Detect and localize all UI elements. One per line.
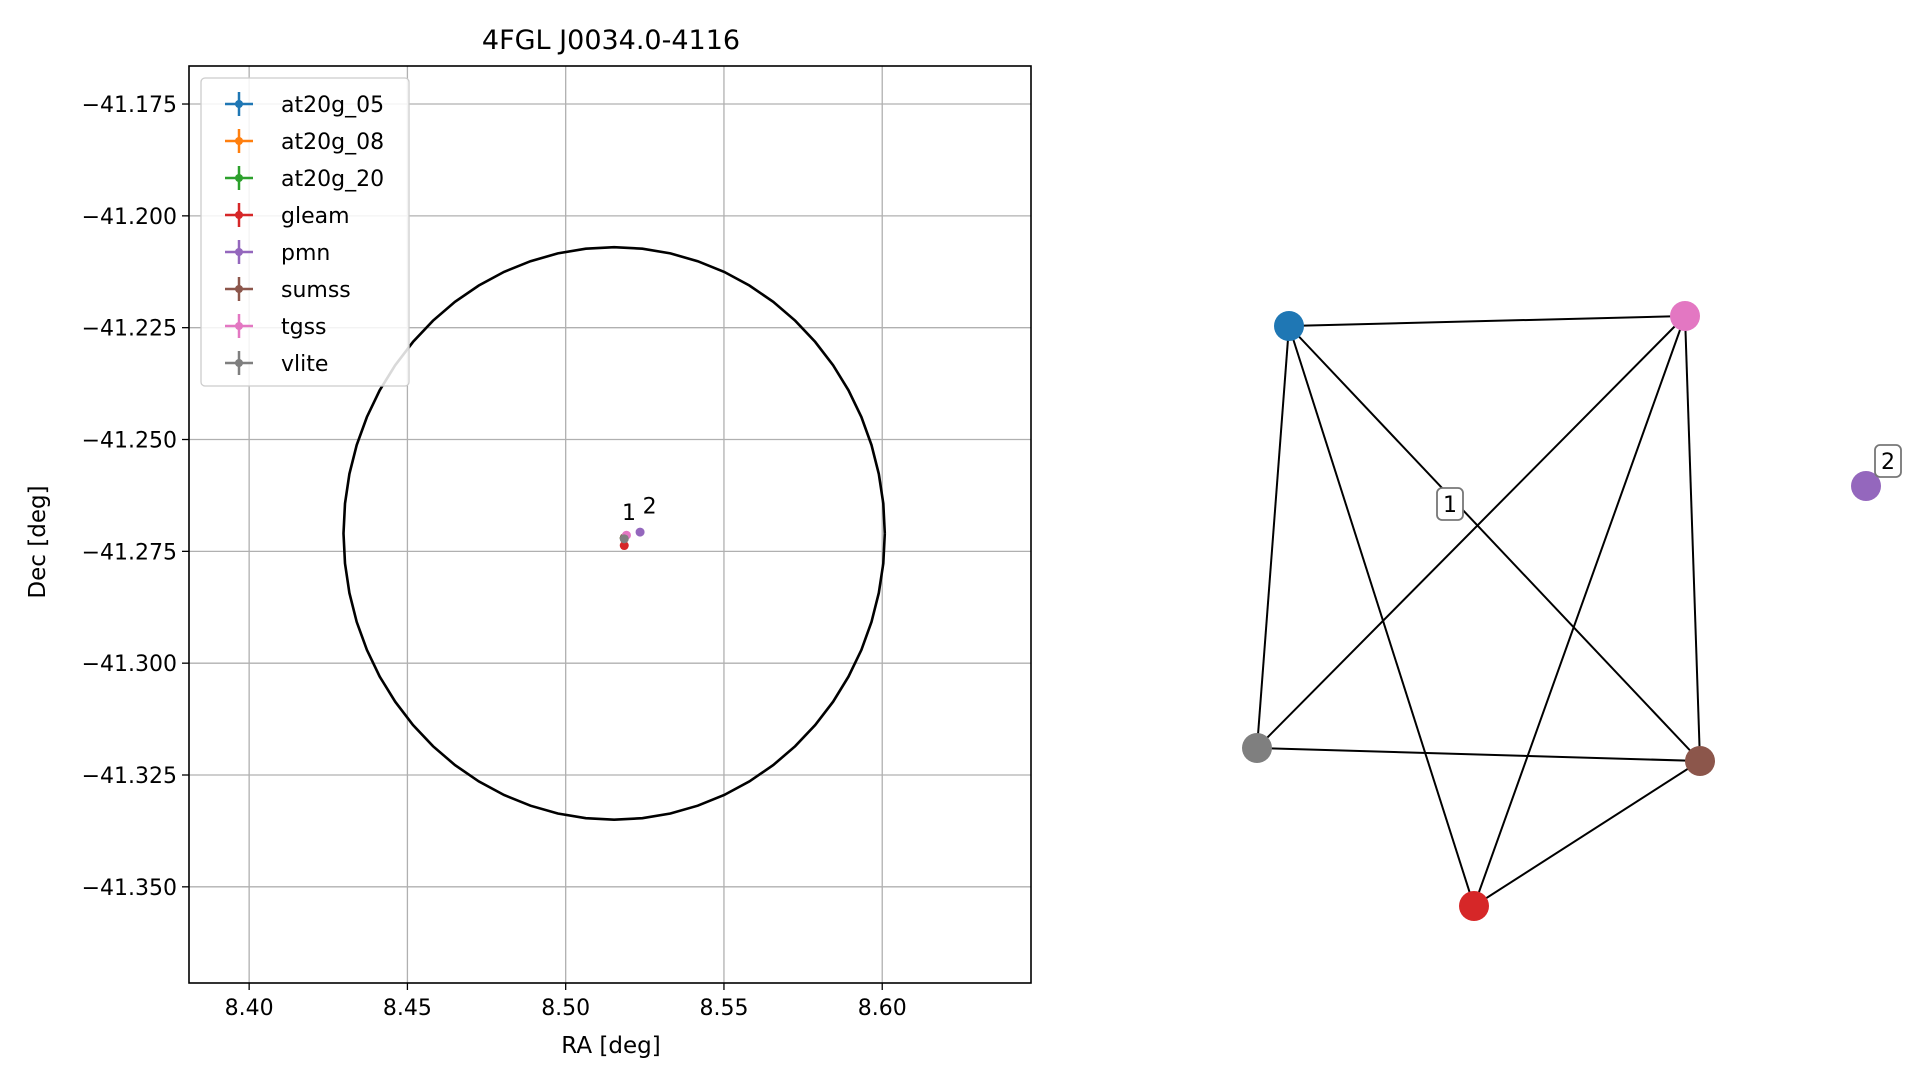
graph-edge [1288, 325, 1475, 907]
graph-node-at20g [1274, 311, 1304, 341]
graph-edge [1684, 315, 1701, 762]
x-tick-label: 8.50 [541, 996, 590, 1021]
y-tick-label: −41.300 [82, 652, 177, 677]
y-tick-label: −41.325 [82, 764, 177, 789]
graph-edge [1256, 325, 1290, 749]
legend-label-at20g_05: at20g_05 [281, 93, 384, 118]
legend-marker-dot [235, 322, 243, 330]
legend-label-vlite: vlite [281, 352, 328, 377]
y-axis-ticks: −41.175 −41.200 −41.225 −41.250 −41.275 −41.3… [82, 93, 189, 901]
graph-edge [1288, 325, 1701, 762]
y-tick-label: −41.350 [82, 876, 177, 901]
legend-label-sumss: sumss [281, 278, 351, 303]
y-tick-label: −41.250 [82, 429, 177, 454]
graph-edges [1256, 315, 1701, 907]
y-tick-label: −41.225 [82, 317, 177, 342]
localization-ellipse [342, 245, 887, 822]
y-axis-label: Dec [deg] [25, 485, 51, 598]
y-tick-label: −41.275 [82, 540, 177, 565]
x-tick-label: 8.40 [225, 996, 274, 1021]
graph-labels: 12 [1436, 444, 1902, 521]
data-points [619, 527, 645, 551]
legend-label-at20g_08: at20g_08 [281, 130, 384, 155]
plot-title: 4FGL J0034.0-4116 [482, 25, 740, 56]
legend-label-pmn: pmn [281, 241, 330, 266]
x-axis-label: RA [deg] [561, 1033, 660, 1059]
graph-nodes [1242, 301, 1881, 921]
legend-marker-dot [235, 211, 243, 219]
data-point-pmn [635, 527, 645, 537]
legend-label-tgss: tgss [281, 315, 327, 340]
graph-node-sumss [1685, 746, 1715, 776]
legend-marker-dot [235, 359, 243, 367]
graph-node-pmn [1851, 471, 1881, 501]
legend-marker-dot [235, 174, 243, 182]
legend-marker-dot [235, 137, 243, 145]
graph-edge [1473, 315, 1686, 907]
error-ellipse [342, 245, 887, 822]
legend-marker-dot [235, 100, 243, 108]
graph-edge [1256, 315, 1686, 749]
graph-edge [1288, 315, 1686, 327]
data-point-gleam [619, 541, 629, 551]
graph-panel: 12 [1242, 301, 1902, 921]
graph-node-vlite [1242, 733, 1272, 763]
graph-node-gleam [1459, 891, 1489, 921]
x-axis-ticks: 8.40 8.45 8.50 8.55 8.60 [225, 983, 907, 1021]
graph-label-box [1874, 444, 1902, 478]
legend-box [200, 77, 410, 387]
graph-label-box [1436, 487, 1464, 521]
point-annotation: 2 [643, 494, 657, 519]
plot-frame [188, 65, 1032, 984]
graph-label-text: 2 [1881, 450, 1895, 475]
legend-label-gleam: gleam [281, 204, 350, 229]
graph-edge [1256, 747, 1701, 762]
legend-marker-dot [235, 285, 243, 293]
point-annotation: 1 [622, 501, 636, 526]
legend-label-at20g_20: at20g_20 [281, 167, 384, 192]
graph-label-text: 1 [1443, 493, 1457, 518]
legend-marker-dot [235, 248, 243, 256]
data-point-vlite [619, 534, 629, 544]
x-tick-label: 8.55 [699, 996, 748, 1021]
y-tick-label: −41.175 [82, 93, 177, 118]
graph-node-tgss [1670, 301, 1700, 331]
y-tick-label: −41.200 [82, 205, 177, 230]
graph-edge [1473, 760, 1701, 907]
x-tick-label: 8.60 [858, 996, 907, 1021]
x-tick-label: 8.45 [383, 996, 432, 1021]
